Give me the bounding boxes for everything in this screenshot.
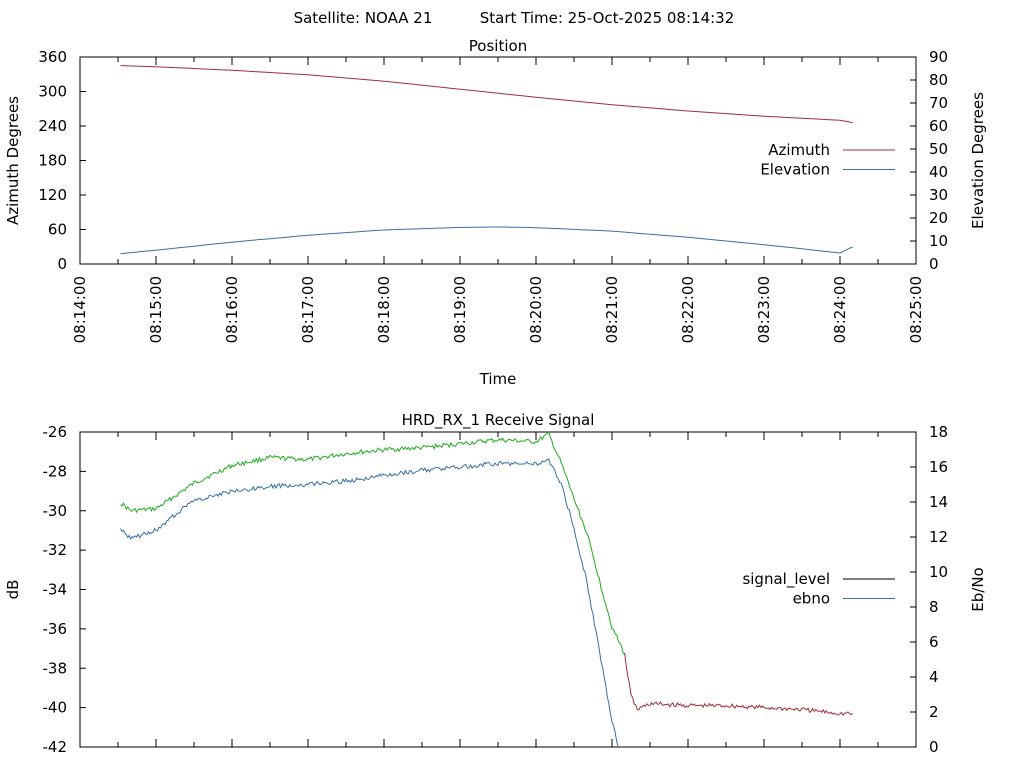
y-right-tick-label: 40 — [929, 163, 948, 181]
y-tick-label: -36 — [43, 620, 68, 638]
y-right-tick-label: 6 — [929, 633, 939, 651]
plot-frame — [79, 431, 917, 748]
y-tick-label: -28 — [43, 462, 68, 480]
legend-label: signal_level — [742, 570, 830, 589]
y-axis-label: dB — [4, 580, 22, 600]
satellite-label: Satellite: NOAA 21 — [294, 9, 433, 27]
y-tick-label: 180 — [38, 152, 67, 170]
y-right-tick-label: 90 — [929, 48, 948, 66]
chart-title: HRD_RX_1 Receive Signal — [402, 411, 595, 430]
x-tick-label: 08:17:00 — [299, 276, 317, 343]
y-right-tick-label: 14 — [929, 493, 948, 511]
position-chart: Position 0 60 120 180 240 300 360 0 10 20 30 40 50 60 7… — [4, 37, 987, 388]
y-right-tick-label: 18 — [929, 423, 948, 441]
y-right-tick-label: 10 — [929, 232, 948, 250]
y-tick-label: 120 — [38, 186, 67, 204]
y-tick-label: -42 — [43, 738, 68, 756]
y-tick-label: 300 — [38, 83, 67, 101]
y-tick-label: 240 — [38, 117, 67, 135]
y-tick-label: -40 — [43, 699, 68, 717]
y-right-tick-label: 2 — [929, 703, 939, 721]
chart-title: Position — [469, 37, 527, 55]
y-right-tick-label: 70 — [929, 94, 948, 112]
y-right-tick-label: 10 — [929, 563, 948, 581]
x-tick-label: 08:20:00 — [527, 276, 545, 343]
y-tick-label: -38 — [43, 659, 68, 677]
y-right-tick-label: 0 — [929, 738, 939, 756]
start-time-label: Start Time: 25-Oct-2025 08:14:32 — [480, 9, 735, 27]
y-right-axis-label: Eb/No — [969, 567, 987, 611]
y-right-tick-label: 50 — [929, 140, 948, 158]
series-line-Elevation — [120, 226, 853, 255]
y-tick-label: -30 — [43, 502, 68, 520]
x-tick-label: 08:24:00 — [831, 276, 849, 343]
y-right-tick-label: 16 — [929, 458, 948, 476]
y-right-tick-label: 20 — [929, 209, 948, 227]
y-tick-label: -32 — [43, 541, 68, 559]
x-tick-label: 08:25:00 — [907, 276, 925, 343]
series-line-signal_level-segment — [120, 430, 626, 655]
y-tick-label: -26 — [43, 423, 68, 441]
legend-label: Elevation — [760, 161, 830, 179]
receive-signal-chart: HRD_RX_1 Receive Signal -42 -40 -38 -36 -34 -3… — [4, 411, 987, 756]
y-right-tick-label: 8 — [929, 598, 939, 616]
y-right-tick-label: 30 — [929, 186, 948, 204]
y-tick-label: 60 — [48, 221, 67, 239]
series-line-Azimuth — [120, 65, 853, 123]
x-tick-label: 08:16:00 — [223, 276, 241, 343]
y-right-tick-label: 80 — [929, 71, 948, 89]
y-tick-label: -34 — [43, 581, 68, 599]
y-axis-label: Azimuth Degrees — [4, 96, 22, 225]
y-right-tick-label: 4 — [929, 668, 939, 686]
series-line-signal_level-segment — [624, 652, 853, 716]
y-right-axis-label: Elevation Degrees — [969, 92, 987, 229]
x-tick-label: 08:14:00 — [71, 276, 89, 343]
y-right-tick-label: 60 — [929, 117, 948, 135]
y-tick-label: 0 — [57, 255, 67, 273]
x-tick-label: 08:22:00 — [679, 276, 697, 343]
x-tick-label: 08:18:00 — [375, 276, 393, 343]
x-axis-label: Time — [479, 370, 517, 388]
y-right-tick-label: 12 — [929, 528, 948, 546]
x-tick-label: 08:15:00 — [147, 276, 165, 343]
legend-label: Azimuth — [768, 141, 830, 159]
y-tick-label: 360 — [38, 48, 67, 66]
series-line-ebno — [120, 458, 619, 748]
y-right-tick-label: 0 — [929, 255, 939, 273]
x-tick-label: 08:19:00 — [451, 276, 469, 343]
x-tick-label: 08:23:00 — [755, 276, 773, 343]
legend-label: ebno — [793, 590, 830, 608]
x-tick-label: 08:21:00 — [603, 276, 621, 343]
